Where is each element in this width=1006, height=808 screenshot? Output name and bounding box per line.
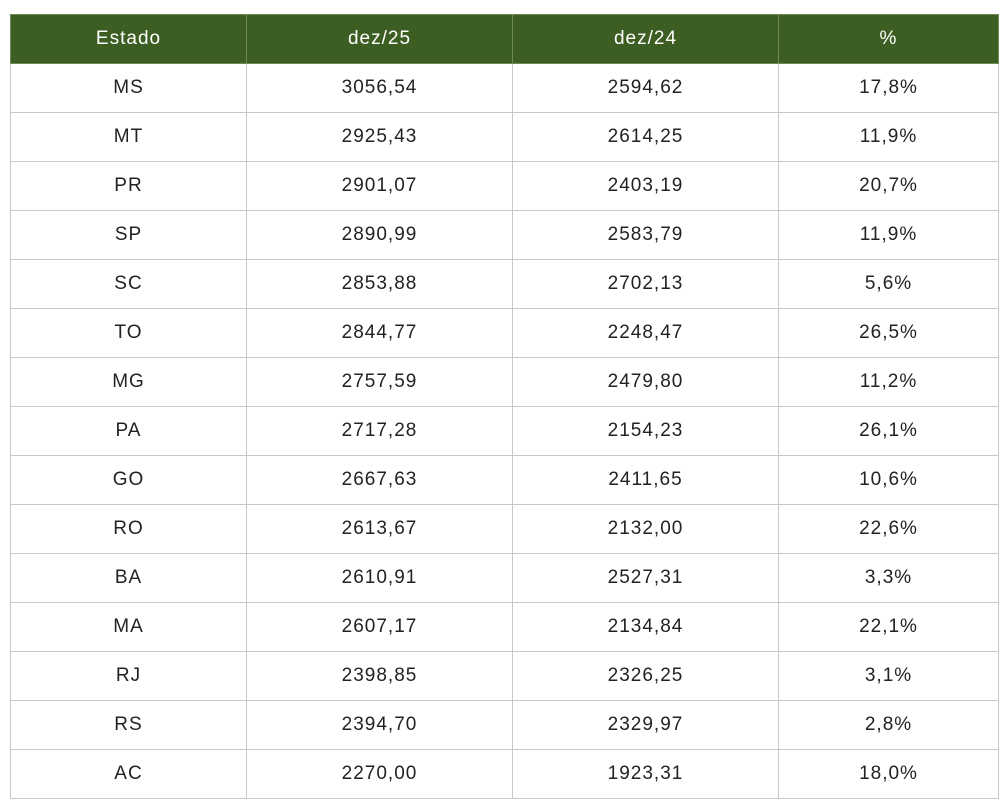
table-cell: TO bbox=[10, 308, 247, 358]
table-cell: 2594,62 bbox=[512, 63, 779, 113]
table-cell: PR bbox=[10, 161, 247, 211]
table-cell: 2326,25 bbox=[512, 651, 779, 701]
table-row: BA 2610,91 2527,31 3,3% bbox=[10, 553, 999, 603]
table-cell: MG bbox=[10, 357, 247, 407]
table-cell: 2890,99 bbox=[246, 210, 513, 260]
table-row: MT 2925,43 2614,25 11,9% bbox=[10, 112, 999, 162]
header-cell: dez/24 bbox=[512, 14, 779, 64]
header-row: Estado dez/25 dez/24% bbox=[10, 14, 999, 64]
table-cell: 17,8% bbox=[778, 63, 999, 113]
table-cell: MA bbox=[10, 602, 247, 652]
table-row: RS 2394,70 2329,97 2,8% bbox=[10, 700, 999, 750]
table-row: GO 2667,63 2411,65 10,6% bbox=[10, 455, 999, 505]
table-cell: 2398,85 bbox=[246, 651, 513, 701]
table-cell: 2757,59 bbox=[246, 357, 513, 407]
table-cell: 2403,19 bbox=[512, 161, 779, 211]
table-cell: 2527,31 bbox=[512, 553, 779, 603]
table-row: MS 3056,54 2594,62 17,8% bbox=[10, 63, 999, 113]
table-cell: 2,8% bbox=[778, 700, 999, 750]
header-cell: Estado bbox=[10, 14, 247, 64]
header-cell: % bbox=[778, 14, 999, 64]
table-cell: 2132,00 bbox=[512, 504, 779, 554]
table-cell: 2702,13 bbox=[512, 259, 779, 309]
table-cell: 26,1% bbox=[778, 406, 999, 456]
table-cell: BA bbox=[10, 553, 247, 603]
table-cell: 3,3% bbox=[778, 553, 999, 603]
table-cell: 11,9% bbox=[778, 210, 999, 260]
table-cell: 2134,84 bbox=[512, 602, 779, 652]
table-cell: 2394,70 bbox=[246, 700, 513, 750]
table-row: SC 2853,88 2702,13 5,6% bbox=[10, 259, 999, 309]
table-cell: 26,5% bbox=[778, 308, 999, 358]
table-cell: 10,6% bbox=[778, 455, 999, 505]
table-cell: 2925,43 bbox=[246, 112, 513, 162]
table-cell: SC bbox=[10, 259, 247, 309]
table-cell: 2607,17 bbox=[246, 602, 513, 652]
table-row: TO 2844,77 2248,47 26,5% bbox=[10, 308, 999, 358]
table-cell: AC bbox=[10, 749, 247, 799]
table-cell: 2717,28 bbox=[246, 406, 513, 456]
table-cell: 20,7% bbox=[778, 161, 999, 211]
table-body: MS 3056,54 2594,62 17,8% MT 2925,43 2614,25 11,… bbox=[10, 63, 999, 799]
table-container: Estado dez/25 dez/24% MS 3056,54 2594,62 17,8… bbox=[10, 14, 999, 799]
table-cell: SP bbox=[10, 210, 247, 260]
table-cell: 11,2% bbox=[778, 357, 999, 407]
data-table: Estado dez/25 dez/24% MS 3056,54 2594,62 17,8… bbox=[10, 14, 999, 799]
table-row: PA 2717,28 2154,23 26,1% bbox=[10, 406, 999, 456]
header-cell: dez/25 bbox=[246, 14, 513, 64]
table-cell: PA bbox=[10, 406, 247, 456]
table-row: PR 2901,07 2403,19 20,7% bbox=[10, 161, 999, 211]
table-cell: 11,9% bbox=[778, 112, 999, 162]
table-cell: 2479,80 bbox=[512, 357, 779, 407]
table-row: RO 2613,67 2132,00 22,6% bbox=[10, 504, 999, 554]
table-cell: RJ bbox=[10, 651, 247, 701]
table-cell: 2411,65 bbox=[512, 455, 779, 505]
table-cell: 22,6% bbox=[778, 504, 999, 554]
table-cell: 2329,97 bbox=[512, 700, 779, 750]
table-cell: 2614,25 bbox=[512, 112, 779, 162]
table-cell: MS bbox=[10, 63, 247, 113]
table-cell: 1923,31 bbox=[512, 749, 779, 799]
table-cell: 2154,23 bbox=[512, 406, 779, 456]
table-cell: RO bbox=[10, 504, 247, 554]
table-row: MA 2607,17 2134,84 22,1% bbox=[10, 602, 999, 652]
table-cell: MT bbox=[10, 112, 247, 162]
table-cell: RS bbox=[10, 700, 247, 750]
table-cell: 2613,67 bbox=[246, 504, 513, 554]
table-cell: GO bbox=[10, 455, 247, 505]
table-cell: 3,1% bbox=[778, 651, 999, 701]
table-cell: 2270,00 bbox=[246, 749, 513, 799]
table-cell: 2667,63 bbox=[246, 455, 513, 505]
table-cell: 2583,79 bbox=[512, 210, 779, 260]
table-cell: 5,6% bbox=[778, 259, 999, 309]
table-cell: 2844,77 bbox=[246, 308, 513, 358]
table-row: AC 2270,00 1923,31 18,0% bbox=[10, 749, 999, 799]
table-cell: 2901,07 bbox=[246, 161, 513, 211]
table-cell: 2853,88 bbox=[246, 259, 513, 309]
table-cell: 2248,47 bbox=[512, 308, 779, 358]
table-cell: 22,1% bbox=[778, 602, 999, 652]
table-row: RJ 2398,85 2326,25 3,1% bbox=[10, 651, 999, 701]
table-row: SP 2890,99 2583,79 11,9% bbox=[10, 210, 999, 260]
table-row: MG 2757,59 2479,80 11,2% bbox=[10, 357, 999, 407]
table-cell: 2610,91 bbox=[246, 553, 513, 603]
table-cell: 18,0% bbox=[778, 749, 999, 799]
table-cell: 3056,54 bbox=[246, 63, 513, 113]
